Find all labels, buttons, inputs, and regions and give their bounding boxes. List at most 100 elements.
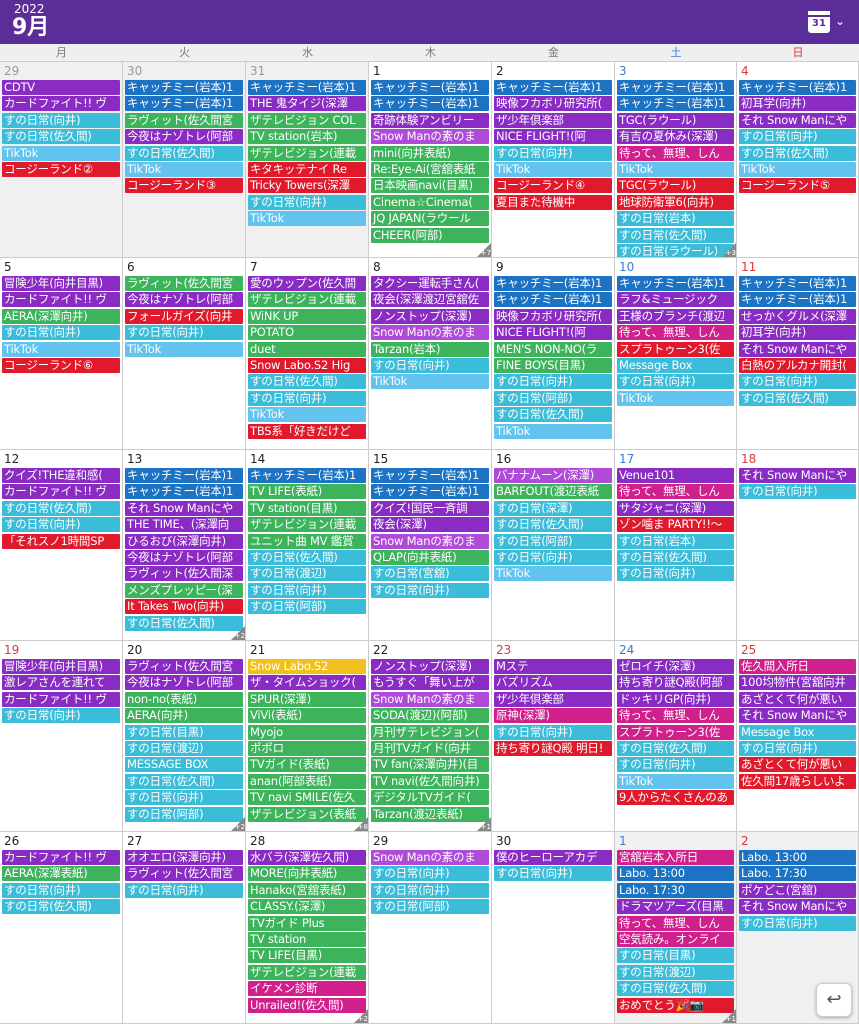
day-cell[interactable]: 31 キャッチミー(岩本)1 THE 鬼タイジ(深澤 ザテレビジョン COL TV st… (246, 62, 369, 258)
event-item[interactable]: 佐久間17歳らしいよ (739, 773, 856, 789)
day-cell[interactable]: 3 キャッチミー(岩本)1 キャッチミー(岩本)1 TGC(ラウール) 有吉の夏休み(深… (615, 62, 737, 258)
month-title[interactable]: 9月 (12, 15, 50, 40)
event-item[interactable]: ザテレビジョン(連載 (248, 517, 366, 533)
event-item[interactable]: バナナムーン(深澤) (494, 468, 612, 483)
event-item[interactable]: すの日常(向井) (617, 374, 734, 390)
event-item[interactable]: すの日常(佐久間) (2, 129, 120, 145)
event-item[interactable]: Tarzan(渡辺表紙) (371, 806, 489, 822)
day-cell[interactable]: 26 カードファイト!! ヴ AERA(深澤表紙) すの日常(向井) すの日常(佐久間) (0, 832, 123, 1024)
event-item[interactable]: QLAP(向井表紙) (371, 550, 489, 565)
event-item[interactable]: Cinema☆Cinema( (371, 194, 489, 210)
event-item[interactable]: すの日常(佐久間) (617, 227, 734, 243)
event-item[interactable]: 待って、無理、しん (617, 484, 734, 500)
event-item[interactable]: TikTok (617, 773, 734, 789)
event-item[interactable]: すの日常(向井) (617, 757, 734, 773)
event-item[interactable]: THE TIME、(深澤向 (125, 517, 243, 533)
event-item[interactable]: TikTok (125, 341, 243, 357)
event-item[interactable]: 白熱のアルカナ開封( (739, 358, 856, 373)
event-item[interactable]: キャッチミー(岩本)1 (617, 80, 734, 95)
event-item[interactable]: Venue101 (617, 468, 734, 483)
day-cell[interactable]: 29 CDTV カードファイト!! ヴすの日常(向井) すの日常(佐久間) TikTok… (0, 62, 123, 258)
event-item[interactable]: キャッチミー(岩本)1 (494, 276, 612, 291)
event-item[interactable]: すの日常(佐久間) (248, 374, 366, 390)
event-item[interactable]: 月刊TVガイド(向井 (371, 741, 489, 756)
event-item[interactable]: キャッチミー(岩本)1 (125, 468, 243, 483)
event-item[interactable]: キャッチミー(岩本)1 (617, 96, 734, 112)
event-item[interactable]: THE 鬼タイジ(深澤 (248, 96, 366, 112)
event-item[interactable]: TV station(岩本) (248, 129, 366, 145)
day-cell[interactable]: 7 愛のウップン(佐久間 ザテレビジョン(連載 WiNK UP POTATO duet Sn… (246, 258, 369, 450)
event-item[interactable]: すの日常(渡辺) (617, 964, 734, 980)
event-item[interactable]: すの日常(向井) (739, 374, 856, 390)
event-item[interactable]: カードファイト!! ヴ (2, 96, 120, 112)
event-item[interactable]: すの日常(佐久間) (494, 407, 612, 423)
event-item[interactable]: Mステ (494, 659, 612, 674)
event-item[interactable]: ラヴィット(佐久間宮 (125, 112, 243, 128)
event-item[interactable]: SPUR(深澤) (248, 691, 366, 707)
event-item[interactable]: TBS系「好きだけど (248, 423, 366, 439)
event-item[interactable]: あざとくて何が悪い (739, 691, 856, 707)
event-item[interactable]: Re:Eye-Ai(宮舘表紙 (371, 162, 489, 177)
day-cell[interactable]: 2 Labo. 13:00 Labo. 17:30 ポケどこ(宮舘) それ Snow M… (737, 832, 859, 1024)
event-item[interactable]: すの日常(向井) (739, 741, 856, 756)
event-item[interactable]: ラヴィット(佐久間宮 (125, 276, 243, 291)
event-item[interactable]: キャッチミー(岩本)1 (739, 276, 856, 291)
event-item[interactable]: AERA(向井) (125, 708, 243, 724)
event-item[interactable]: Labo. 13:00 (739, 850, 856, 865)
event-item[interactable]: TV station(目黒) (248, 500, 366, 516)
event-item[interactable]: ひるおび(深澤向井) (125, 533, 243, 549)
event-item[interactable]: Unrailed!(佐久間) (248, 997, 366, 1013)
event-item[interactable]: すの日常(向井) (494, 145, 612, 161)
event-item[interactable]: Message Box (617, 358, 734, 373)
event-item[interactable]: Snow Labo.S2 Hig (248, 358, 366, 373)
event-item[interactable]: AERA(深澤向井) (2, 308, 120, 324)
event-item[interactable]: ユニット曲 MV 鑑賞 (248, 533, 366, 549)
event-item[interactable]: Tricky Towers(深澤 (248, 178, 366, 194)
event-item[interactable]: BARFOUT(渡辺表紙 (494, 484, 612, 500)
event-item[interactable]: すの日常(阿部) (125, 806, 243, 822)
event-item[interactable]: すの日常(向井) (371, 358, 489, 373)
event-item[interactable]: クイズ!THE違和感( (2, 468, 120, 483)
event-item[interactable]: すの日常(宮舘) (371, 566, 489, 582)
event-item[interactable]: すの日常(向井) (2, 517, 120, 533)
event-item[interactable]: Snow Manの素のま (371, 533, 489, 549)
event-item[interactable]: バズリズム (494, 675, 612, 691)
day-cell[interactable]: 30 キャッチミー(岩本)1 キャッチミー(岩本)1 ラヴィット(佐久間宮 今夜はナゾト… (123, 62, 246, 258)
event-item[interactable]: TikTok (617, 390, 734, 406)
event-item[interactable]: それ Snow Manにや (739, 112, 856, 128)
event-item[interactable]: フォールガイズ(向井 (125, 308, 243, 324)
event-item[interactable]: イケメン診断 (248, 981, 366, 997)
event-item[interactable]: 持ち寄り謎Q殿(阿部 (617, 675, 734, 691)
event-item[interactable]: コージーランド② (2, 162, 120, 177)
event-item[interactable]: コージーランド⑥ (2, 358, 120, 373)
event-item[interactable]: 初耳学(向井) (739, 96, 856, 112)
event-item[interactable]: Snow Labo.S2 (248, 659, 366, 674)
event-item[interactable]: ザテレビジョン(連載 (248, 145, 366, 161)
event-item[interactable]: すの日常(目黒) (125, 724, 243, 740)
event-item[interactable]: すの日常(向井) (125, 790, 243, 806)
day-cell[interactable]: 1 宮舘岩本入所日 Labo. 13:00 Labo. 17:30 ドラマツアーズ(目黒… (615, 832, 737, 1024)
event-item[interactable]: メンズプレッピー(深 (125, 582, 243, 598)
event-item[interactable]: 映像フカボリ研究所( (494, 308, 612, 324)
day-cell[interactable]: 12 クイズ!THE違和感(カードファイト!! ヴすの日常(佐久間) すの日常(向井… (0, 450, 123, 641)
event-item[interactable]: TV navi SMILE(佐久 (248, 790, 366, 806)
event-item[interactable]: TGC(ラウール) (617, 112, 734, 128)
event-item[interactable]: すの日常(向井) (371, 882, 489, 898)
day-cell[interactable]: 4 キャッチミー(岩本)1 初耳学(向井) それ Snow Manにや すの日常(向井)… (737, 62, 859, 258)
event-item[interactable]: おめでとう🎉📷 (617, 997, 734, 1013)
day-cell[interactable]: 8 タクシー運転手さん(夜会(深澤渡辺宮舘佐 ノンストップ(深澤) Snow Manの… (369, 258, 492, 450)
event-item[interactable]: duet (248, 341, 366, 357)
event-item[interactable]: TVガイド Plus (248, 915, 366, 931)
more-events-indicator[interactable]: +1 (477, 817, 491, 831)
event-item[interactable]: 待って、無理、しん (617, 708, 734, 724)
event-item[interactable]: It Takes Two(向井) (125, 599, 243, 615)
event-item[interactable]: ゾン噛ま PARTY!!〜 (617, 517, 734, 533)
day-cell[interactable]: 29 Snow Manの素のま すの日常(向井) すの日常(向井) すの日常(阿部) (369, 832, 492, 1024)
event-item[interactable]: すの日常(向井) (371, 582, 489, 598)
event-item[interactable]: 冒険少年(向井目黒) (2, 276, 120, 291)
day-cell[interactable]: 17 Venue101 待って、無理、しん サタジャニ(深澤) ゾン噛ま PARTY!!… (615, 450, 737, 641)
day-cell[interactable]: 21 Snow Labo.S2 ザ・タイムショック(SPUR(深澤) ViVi(表紙)… (246, 641, 369, 832)
event-item[interactable]: すの日常(向井) (248, 194, 366, 210)
event-item[interactable]: TikTok (248, 407, 366, 423)
event-item[interactable]: ノンストップ(深澤) (371, 308, 489, 324)
